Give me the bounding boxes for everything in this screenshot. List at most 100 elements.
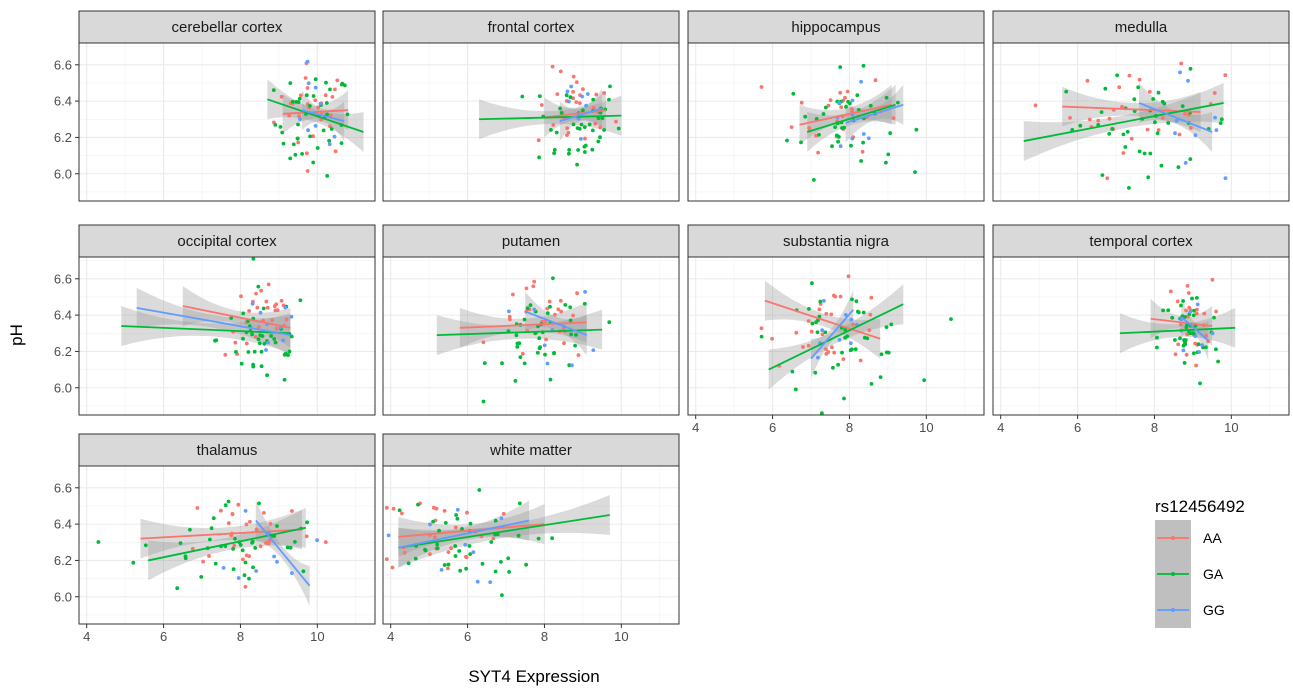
point-GG	[567, 99, 571, 104]
point-GA	[583, 150, 587, 154]
point-GA	[247, 576, 251, 581]
panel-hippocampus: hippocampus	[687, 10, 985, 202]
point-GA	[272, 337, 277, 341]
point-AA	[806, 343, 811, 348]
fit-line-AA	[398, 523, 545, 538]
point-GA	[817, 132, 821, 137]
point-GA	[457, 549, 462, 553]
point-AA	[838, 90, 843, 95]
point-GG	[471, 550, 476, 555]
point-GA	[1153, 120, 1157, 125]
panel-medulla: medulla	[992, 10, 1290, 202]
point-AA	[274, 326, 279, 331]
point-GA	[896, 100, 900, 105]
point-GG	[1173, 131, 1177, 136]
point-GG	[439, 568, 444, 572]
point-AA	[1127, 73, 1132, 78]
point-GA	[831, 365, 835, 370]
point-AA	[1121, 151, 1126, 155]
point-GA	[922, 378, 927, 383]
point-AA	[545, 306, 549, 311]
panel-background	[993, 257, 1289, 415]
point-AA	[244, 522, 249, 527]
point-AA	[1117, 85, 1122, 90]
point-GA	[600, 116, 605, 121]
point-GA	[269, 334, 273, 338]
point-GA	[275, 524, 279, 528]
point-AA	[891, 116, 896, 120]
point-AA	[1223, 73, 1228, 78]
point-AA	[1033, 103, 1038, 108]
point-GA	[1121, 132, 1126, 137]
point-GA	[1218, 121, 1223, 125]
point-GA	[240, 548, 245, 553]
point-AA	[559, 309, 564, 314]
point-AA	[1184, 352, 1189, 357]
point-GG	[455, 507, 460, 512]
point-GA	[315, 146, 320, 150]
point-GA	[1198, 381, 1202, 386]
point-AA	[311, 134, 315, 139]
point-GA	[288, 545, 293, 550]
strip-temporal-cortex	[992, 224, 1290, 258]
point-GA	[229, 316, 234, 320]
point-GA	[807, 307, 811, 311]
point-GA	[843, 328, 848, 332]
point-GA	[799, 140, 803, 145]
point-GA	[413, 556, 418, 561]
y-tick-label: 6.2	[54, 344, 72, 359]
point-GA	[552, 351, 556, 356]
point-GA	[514, 333, 519, 338]
point-GA	[846, 99, 850, 104]
point-GA	[423, 547, 427, 552]
point-AA	[1129, 136, 1134, 141]
point-GG	[585, 92, 590, 96]
point-GA	[516, 533, 521, 538]
point-GG	[507, 309, 511, 314]
point-GA	[328, 87, 332, 92]
point-GA	[288, 156, 293, 161]
point-GA	[213, 338, 217, 343]
point-GA	[489, 540, 494, 544]
point-AA	[1214, 309, 1218, 314]
y-tick-label: 6.2	[54, 130, 72, 145]
point-GA	[131, 560, 136, 565]
point-AA	[868, 312, 873, 317]
x-tick-label: 8	[237, 629, 244, 644]
panel-border	[382, 256, 680, 416]
point-AA	[303, 76, 308, 80]
point-GA	[499, 560, 503, 564]
y-tick-label: 6.4	[54, 308, 72, 323]
point-AA	[384, 505, 389, 510]
point-GA	[297, 96, 302, 101]
point-GA	[759, 334, 764, 339]
point-AA	[562, 341, 566, 346]
point-GA	[1191, 351, 1196, 356]
point-GA	[861, 63, 866, 68]
point-GA	[1125, 129, 1130, 134]
fit-line-GG	[1138, 102, 1213, 133]
fit-line-GA	[479, 114, 622, 121]
point-GA	[569, 332, 573, 337]
point-GA	[290, 99, 295, 104]
point-GG	[1188, 310, 1192, 314]
point-GA	[596, 139, 601, 144]
x-tick-label: 6	[769, 420, 776, 435]
point-GA	[537, 94, 542, 98]
point-GA	[550, 536, 554, 541]
point-AA	[1202, 311, 1207, 316]
point-GA	[513, 379, 518, 383]
point-AA	[594, 92, 599, 97]
point-GA	[1166, 308, 1171, 313]
point-GA	[257, 501, 261, 506]
strip-putamen	[382, 224, 680, 258]
point-GA	[250, 539, 255, 544]
x-tick-label: 10	[614, 629, 628, 644]
point-GA	[837, 135, 841, 139]
point-GA	[830, 144, 834, 149]
point-GA	[535, 350, 540, 355]
point-GA	[1115, 73, 1119, 78]
point-GA	[884, 95, 889, 100]
point-GA	[1204, 345, 1208, 350]
point-AA	[465, 510, 469, 515]
